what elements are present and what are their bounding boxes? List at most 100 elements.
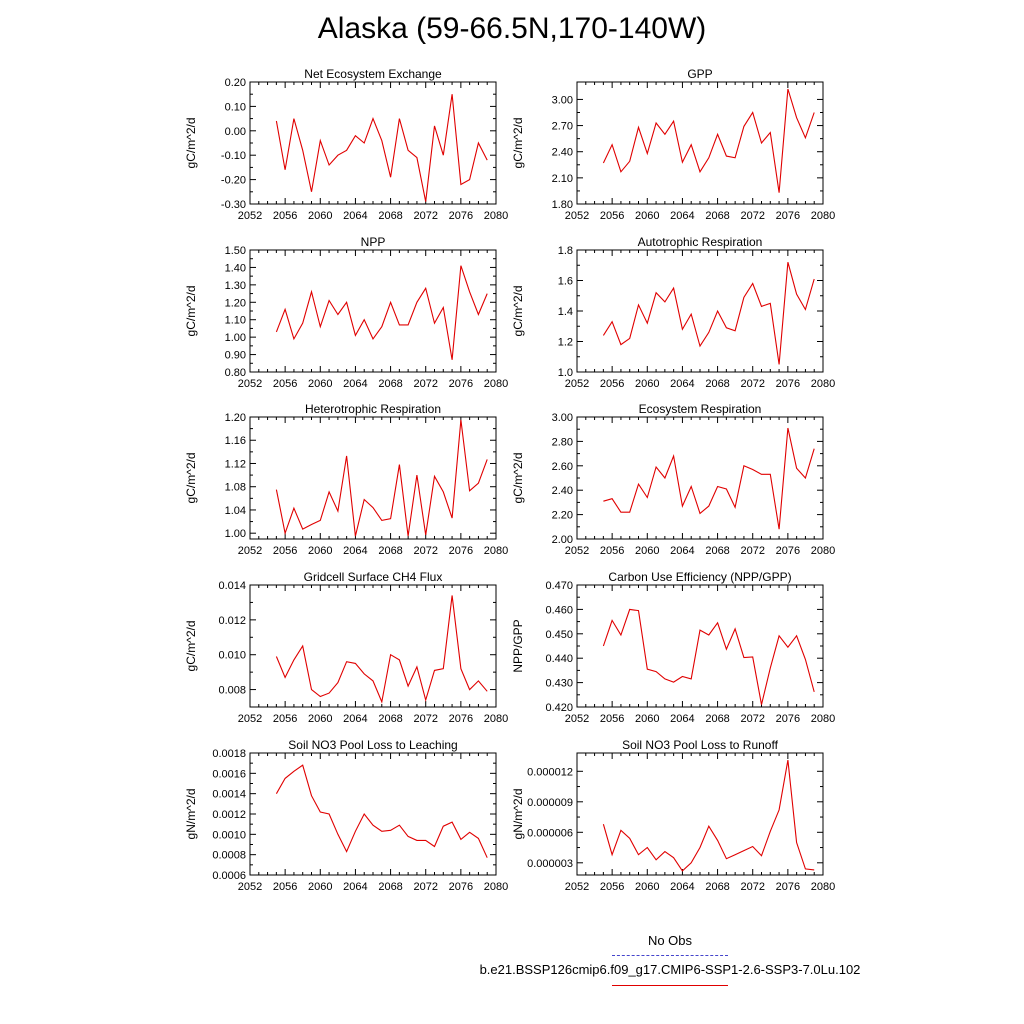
y-tick-label: 0.0008 bbox=[212, 850, 246, 862]
y-tick-label: 2.80 bbox=[552, 436, 573, 448]
x-tick-label: 2068 bbox=[378, 545, 402, 557]
x-tick-label: 2056 bbox=[273, 378, 297, 390]
y-tick-label: 3.00 bbox=[552, 412, 573, 424]
y-tick-label: 0.014 bbox=[218, 580, 246, 592]
y-tick-label: 0.0016 bbox=[212, 768, 246, 780]
y-tick-label: 1.6 bbox=[558, 276, 573, 288]
x-tick-label: 2068 bbox=[705, 713, 729, 725]
series-line bbox=[603, 427, 815, 530]
x-tick-label: 2052 bbox=[565, 210, 589, 222]
panel-2: NPP gC/m^2/d 2052 2056 2060 2064 2068 2072 2076 2… bbox=[184, 235, 508, 390]
series-line bbox=[602, 608, 815, 705]
plot-frame bbox=[576, 81, 824, 205]
x-tick-label: 2056 bbox=[273, 545, 297, 557]
y-axis-label: gC/m^2/d bbox=[511, 118, 525, 169]
x-tick-label: 2076 bbox=[776, 545, 800, 557]
y-tick-label: 0.450 bbox=[545, 629, 573, 641]
x-tick-label: 2052 bbox=[238, 210, 262, 222]
y-axis-label: gC/m^2/d bbox=[511, 286, 525, 337]
panel-title: Net Ecosystem Exchange bbox=[304, 67, 442, 81]
legend-label-obs: No Obs bbox=[647, 933, 693, 948]
x-tick-label: 2072 bbox=[413, 545, 437, 557]
x-tick-label: 2076 bbox=[449, 881, 473, 893]
panel-1: GPP gC/m^2/d 2052 2056 2060 2064 2068 2072 2076 2… bbox=[511, 67, 835, 222]
y-axis-label: gC/m^2/d bbox=[184, 621, 198, 672]
x-tick-label: 2080 bbox=[484, 210, 508, 222]
y-tick-label: 1.30 bbox=[225, 280, 246, 292]
x-tick-label: 2080 bbox=[811, 545, 835, 557]
panel-title: Autotrophic Respiration bbox=[638, 235, 763, 249]
legend-label-model: b.e21.BSSP126cmip6.f09_g17.CMIP6-SSP1-2.… bbox=[479, 962, 861, 977]
series-line bbox=[275, 94, 488, 202]
x-tick-label: 2064 bbox=[343, 545, 367, 557]
x-tick-label: 2076 bbox=[449, 378, 473, 390]
x-tick-label: 2068 bbox=[378, 378, 402, 390]
x-tick-label: 2060 bbox=[308, 378, 332, 390]
plot-frame bbox=[576, 416, 824, 540]
y-tick-label: 1.20 bbox=[225, 297, 246, 309]
y-tick-label: 0.10 bbox=[225, 101, 246, 113]
x-tick-label: 2068 bbox=[378, 210, 402, 222]
x-tick-label: 2052 bbox=[238, 881, 262, 893]
y-tick-label: 0.000003 bbox=[527, 858, 573, 870]
y-tick-label: 0.470 bbox=[545, 580, 573, 592]
panel-0: Net Ecosystem Exchange gC/m^2/d 2052 2056 20… bbox=[184, 67, 508, 222]
y-axis-label: gN/m^2/d bbox=[184, 789, 198, 840]
plot-frame bbox=[249, 584, 497, 708]
y-tick-label: 1.08 bbox=[225, 482, 246, 494]
y-axis-label: gC/m^2/d bbox=[184, 118, 198, 169]
y-axis-label: gC/m^2/d bbox=[184, 453, 198, 504]
x-tick-label: 2080 bbox=[484, 545, 508, 557]
y-tick-label: 2.40 bbox=[552, 485, 573, 497]
x-tick-label: 2076 bbox=[449, 210, 473, 222]
y-axis-label: gN/m^2/d bbox=[511, 789, 525, 840]
y-tick-label: 1.50 bbox=[225, 245, 246, 257]
panel-9: Soil NO3 Pool Loss to Runoff gN/m^2/d 2052… bbox=[511, 738, 835, 893]
x-tick-label: 2060 bbox=[635, 713, 659, 725]
x-tick-label: 2068 bbox=[705, 881, 729, 893]
x-tick-label: 2080 bbox=[484, 378, 508, 390]
panel-3: Autotrophic Respiration gC/m^2/d 2052 2056 2… bbox=[511, 235, 835, 390]
series-line bbox=[275, 265, 488, 360]
x-tick-label: 2072 bbox=[413, 713, 437, 725]
x-tick-label: 2056 bbox=[600, 713, 624, 725]
x-tick-label: 2064 bbox=[343, 713, 367, 725]
x-tick-label: 2072 bbox=[413, 881, 437, 893]
x-tick-label: 2068 bbox=[705, 545, 729, 557]
page-title: Alaska (59-66.5N,170-140W) bbox=[317, 12, 707, 45]
x-tick-label: 2076 bbox=[776, 378, 800, 390]
legend-line-model bbox=[612, 985, 728, 986]
y-tick-label: 1.40 bbox=[225, 262, 246, 274]
y-axis-label: NPP/GPP bbox=[511, 619, 525, 672]
x-tick-label: 2060 bbox=[635, 210, 659, 222]
x-tick-label: 2072 bbox=[740, 881, 764, 893]
y-tick-label: 1.0 bbox=[558, 367, 573, 379]
y-tick-label: 2.40 bbox=[552, 147, 573, 159]
plot-frame bbox=[576, 584, 824, 708]
x-tick-label: 2080 bbox=[484, 881, 508, 893]
y-tick-label: 0.012 bbox=[218, 615, 246, 627]
panel-title: Soil NO3 Pool Loss to Runoff bbox=[622, 738, 779, 752]
y-tick-label: 1.16 bbox=[225, 435, 246, 447]
panel-title: Heterotrophic Respiration bbox=[305, 402, 441, 416]
panel-7: Carbon Use Efficiency (NPP/GPP) NPP/GPP 20… bbox=[511, 570, 835, 725]
y-tick-label: 1.12 bbox=[225, 458, 246, 470]
y-axis-label: gC/m^2/d bbox=[511, 453, 525, 504]
x-tick-label: 2052 bbox=[238, 545, 262, 557]
x-tick-label: 2080 bbox=[484, 713, 508, 725]
y-tick-label: 1.2 bbox=[558, 337, 573, 349]
y-tick-label: 0.0012 bbox=[212, 809, 246, 821]
x-tick-label: 2060 bbox=[308, 713, 332, 725]
y-tick-label: -0.10 bbox=[221, 150, 246, 162]
x-tick-label: 2056 bbox=[600, 545, 624, 557]
y-tick-label: 2.60 bbox=[552, 461, 573, 473]
x-tick-label: 2052 bbox=[565, 881, 589, 893]
panel-8: Soil NO3 Pool Loss to Leaching gN/m^2/d 20… bbox=[184, 738, 508, 893]
x-tick-label: 2064 bbox=[670, 210, 694, 222]
x-tick-label: 2072 bbox=[740, 713, 764, 725]
y-tick-label: 0.80 bbox=[225, 367, 246, 379]
x-tick-label: 2072 bbox=[740, 378, 764, 390]
x-tick-label: 2056 bbox=[600, 210, 624, 222]
y-tick-label: -0.30 bbox=[221, 199, 246, 211]
y-tick-label: 0.90 bbox=[225, 350, 246, 362]
